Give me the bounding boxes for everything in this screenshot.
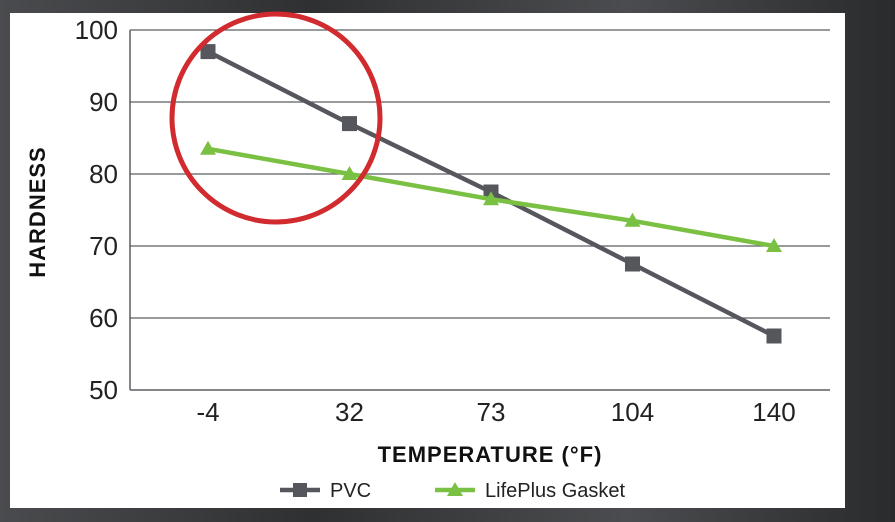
axes <box>129 30 830 391</box>
point-lifeplus-gasket <box>200 140 216 155</box>
y-axis-title: HARDNESS <box>25 146 50 277</box>
legend-label-lifeplus-gasket: LifePlus Gasket <box>485 480 626 502</box>
point-pvc <box>625 256 640 272</box>
y-tick-label: 70 <box>89 231 118 261</box>
chart-panel <box>10 13 845 508</box>
x-tick-label: 32 <box>335 397 364 427</box>
legend-marker-lifeplus-gasket <box>447 482 463 496</box>
point-lifeplus-gasket <box>766 238 782 252</box>
point-lifeplus-gasket <box>624 212 641 227</box>
series-layer <box>200 44 782 344</box>
legend: PVC LifePlus Gasket <box>280 480 626 502</box>
point-pvc <box>342 116 357 132</box>
x-tick-label: 73 <box>477 397 506 427</box>
x-tick-label: 104 <box>611 397 654 427</box>
legend-label-pvc: PVC <box>330 480 371 502</box>
x-tick-labels: -4 32 73 104 140 <box>196 397 795 427</box>
point-pvc <box>766 328 782 344</box>
y-tick-labels: 50 60 70 80 90 100 <box>75 15 118 405</box>
legend-marker-pvc <box>293 483 307 497</box>
point-lifeplus-gasket <box>341 166 358 180</box>
y-tick-label: 50 <box>89 375 118 405</box>
y-tick-label: 60 <box>89 303 118 333</box>
x-tick-label: -4 <box>196 397 219 427</box>
y-tick-label: 80 <box>89 159 118 189</box>
y-tick-label: 100 <box>75 15 118 45</box>
highlight-circle <box>169 11 383 225</box>
point-lifeplus-gasket <box>483 191 499 206</box>
gridlines <box>130 29 830 319</box>
x-tick-label: 140 <box>752 397 795 427</box>
x-axis-title: TEMPERATURE (°F) <box>378 442 603 467</box>
y-tick-label: 90 <box>89 87 118 117</box>
point-pvc <box>200 44 216 60</box>
annotation-layer <box>169 11 383 225</box>
